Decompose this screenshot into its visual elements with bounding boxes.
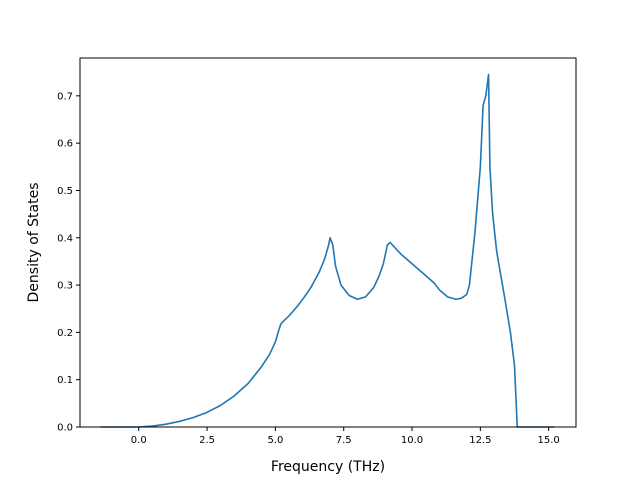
x-axis-label: Frequency (THz): [271, 459, 385, 475]
dos-line: [100, 73, 555, 428]
y-axis-label: Density of States: [26, 183, 42, 303]
y-tick-label: 0.3: [57, 281, 73, 292]
plot-area: [80, 58, 576, 427]
x-tick-label: 15.0: [538, 435, 560, 446]
x-tick-label: 10.0: [401, 435, 423, 446]
x-tick-label: 5.0: [267, 435, 283, 446]
x-tick-label: 0.0: [131, 435, 147, 446]
y-tick-label: 0.4: [57, 233, 73, 244]
y-tick-label: 0.2: [57, 328, 73, 339]
x-tick-label: 7.5: [336, 435, 352, 446]
y-tick-label: 0.5: [57, 186, 73, 197]
y-tick-label: 0.6: [57, 139, 73, 150]
x-tick-label: 12.5: [469, 435, 491, 446]
y-tick-label: 0.0: [57, 423, 73, 434]
y-tick-label: 0.1: [57, 375, 73, 386]
y-tick-label: 0.7: [57, 91, 73, 102]
y-axis-ticks: 0.0 0.1 0.2 0.3 0.4 0.5 0.6 0.7: [57, 91, 80, 434]
x-tick-label: 2.5: [199, 435, 215, 446]
plot-frame: [79, 57, 577, 428]
series-group: [100, 73, 555, 428]
